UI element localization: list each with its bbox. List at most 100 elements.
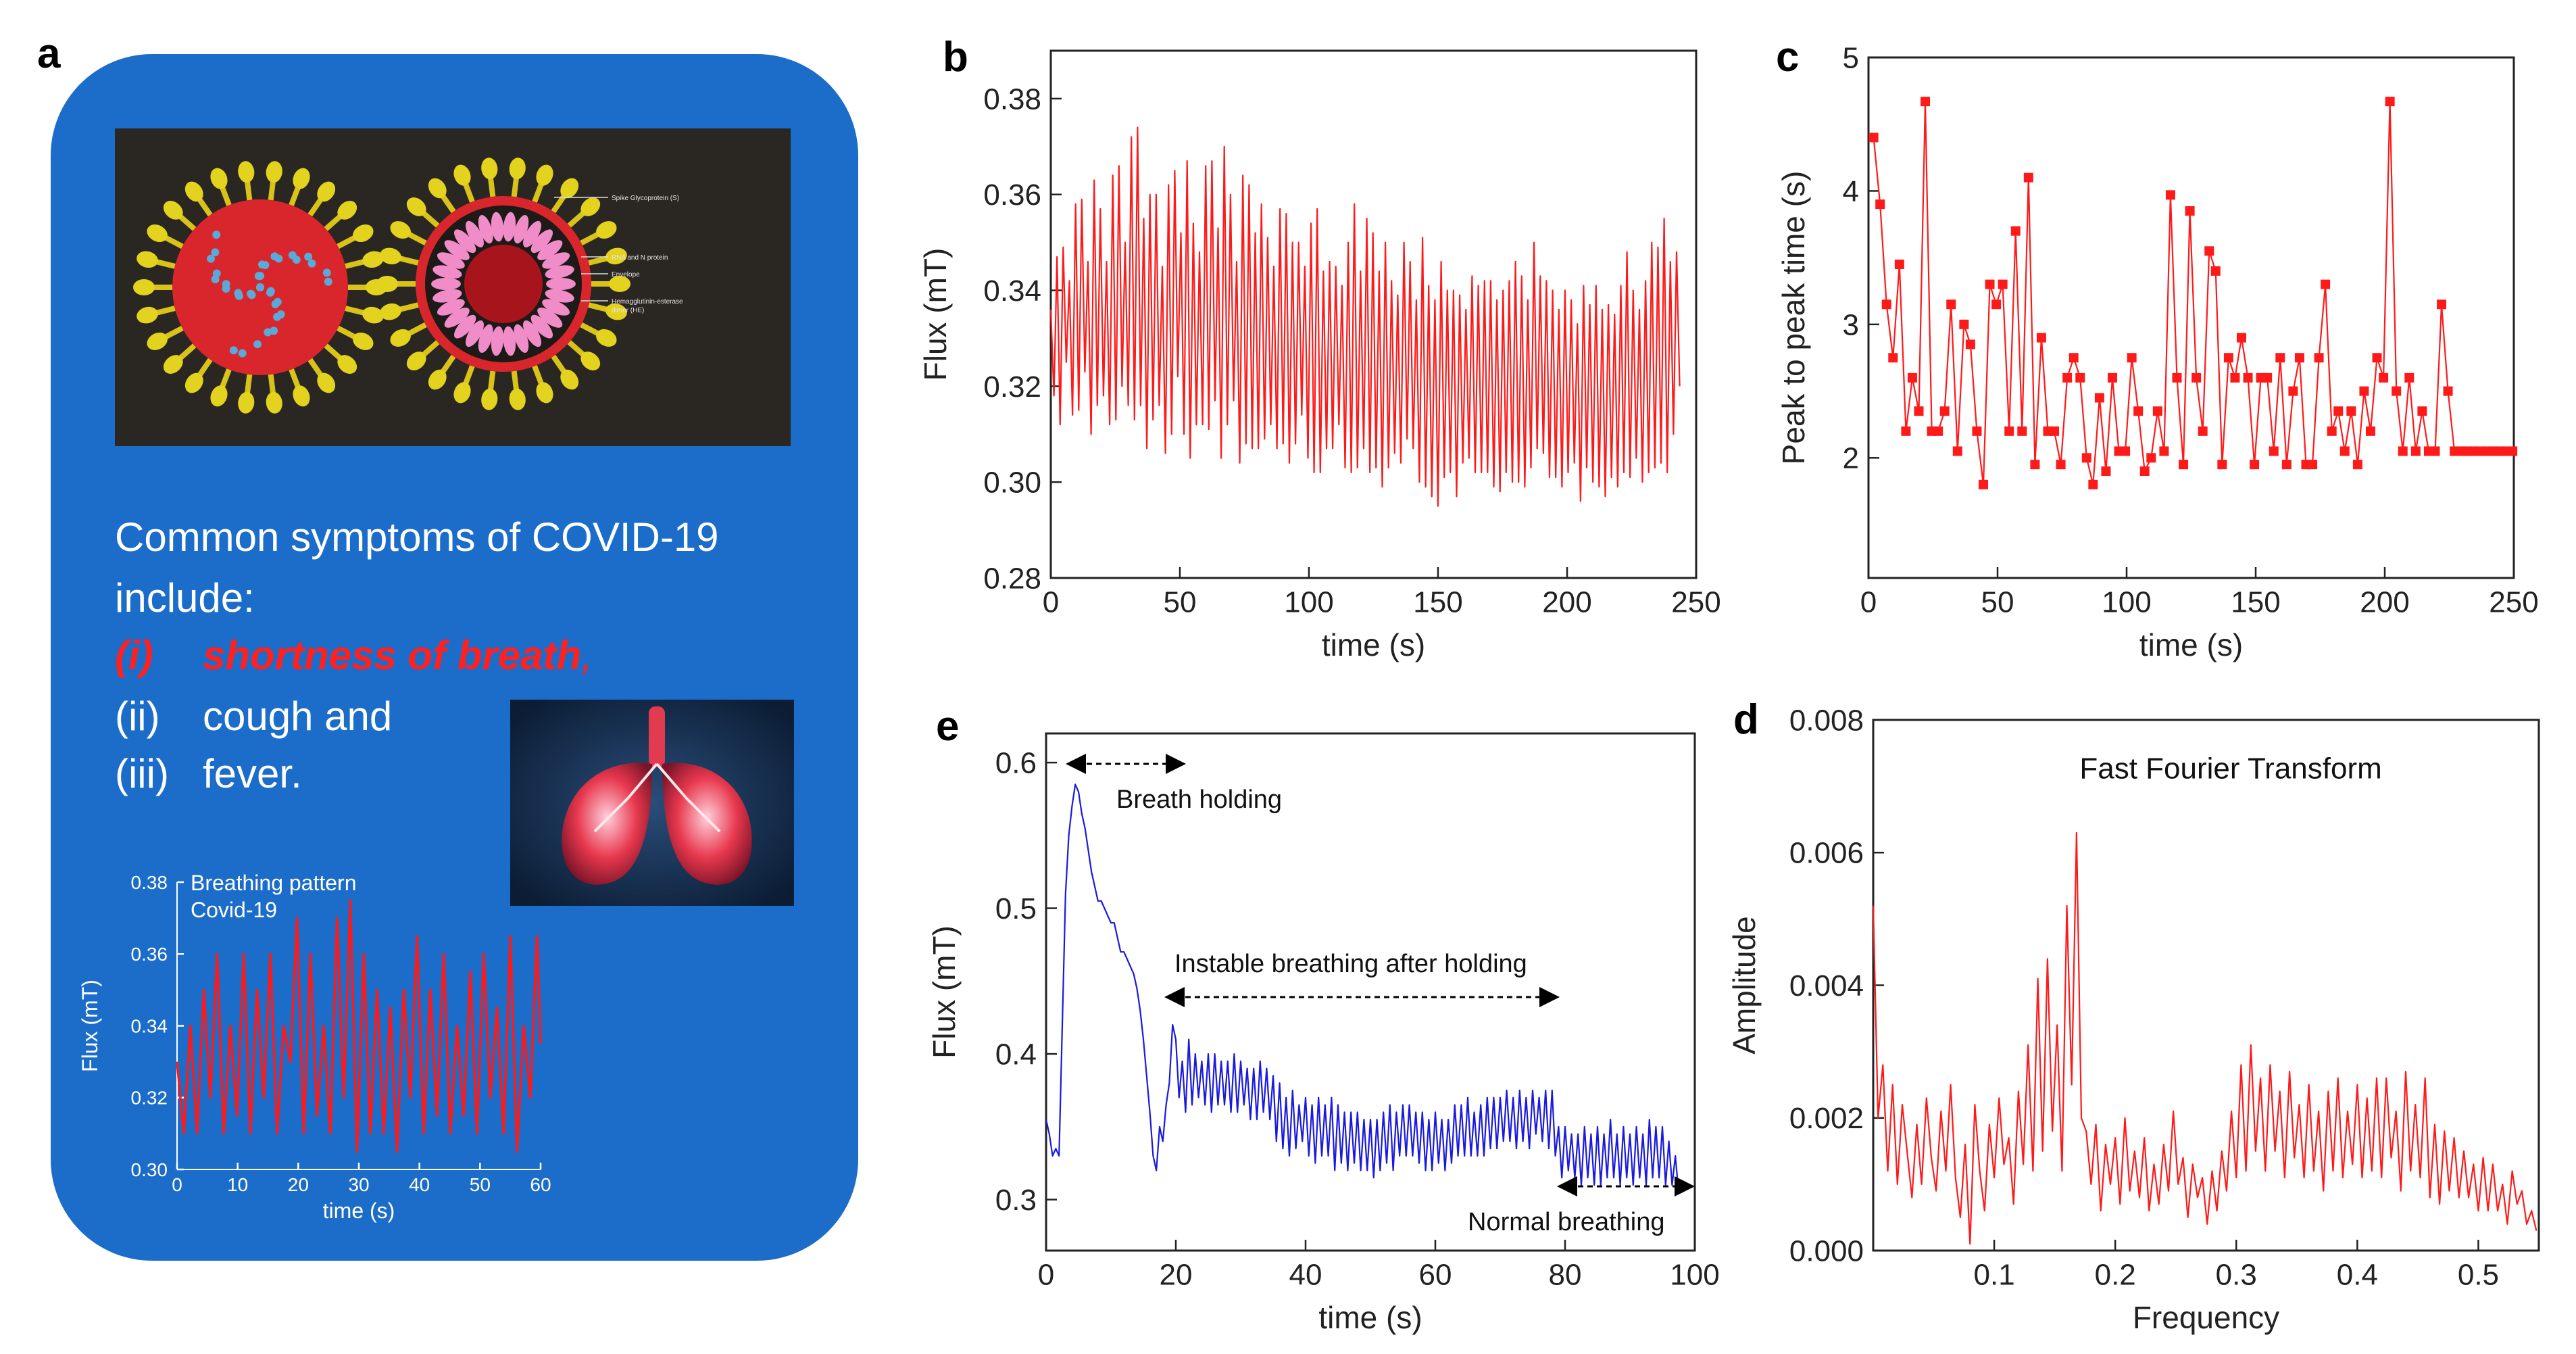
data-point xyxy=(1998,279,2008,289)
rna-protein xyxy=(466,220,484,247)
spike-head xyxy=(133,279,155,295)
spike-head xyxy=(353,332,374,350)
spike-head xyxy=(293,385,310,407)
symptoms-text: Common symptoms of COVID-19 include: (i)… xyxy=(115,514,719,796)
plot-frame xyxy=(1045,732,1696,1252)
data-point xyxy=(2107,372,2117,383)
y-axis-label: Flux (mT) xyxy=(78,980,102,1072)
data-point xyxy=(1978,479,1988,489)
x-tick-label: 0.2 xyxy=(2095,1259,2136,1292)
virus-callouts: Spike Glycoprotein (S) RNA and N protein… xyxy=(554,195,683,314)
x-tick-label: 30 xyxy=(348,1174,369,1195)
data-point xyxy=(1868,132,1879,143)
spike-head xyxy=(560,178,579,199)
y-tick-label: 0.3 xyxy=(995,1184,1037,1217)
inset-title: Breathing pattern xyxy=(191,871,357,895)
data-point xyxy=(1894,260,1904,270)
bronchi-icon xyxy=(593,763,721,833)
symptoms-line1: Common symptoms of COVID-19 xyxy=(115,514,719,560)
data-point xyxy=(1881,299,1891,310)
data-point xyxy=(2069,353,2079,363)
symptom-3-text: fever. xyxy=(203,751,302,796)
data-point xyxy=(2236,333,2246,343)
spike-head xyxy=(390,329,411,347)
spike-head xyxy=(293,168,310,189)
y-tick-label: 0.6 xyxy=(995,746,1037,779)
spike-head xyxy=(184,181,203,202)
spike-head xyxy=(596,329,617,347)
symptom-1-suffix: , xyxy=(581,633,593,678)
rna-protein xyxy=(542,299,570,316)
y-tick-label: 0.32 xyxy=(983,370,1041,404)
x-tick-label: 20 xyxy=(1160,1259,1193,1292)
inset-breathing-chart: 0.30 0.32 0.34 0.36 0.38 0 10 20 30 40 50 60 time (s… xyxy=(78,871,551,1223)
surface-protein xyxy=(261,261,270,270)
data-point xyxy=(1921,97,1931,107)
panel-letter-e: e xyxy=(936,703,959,750)
plot-frame xyxy=(1867,56,2515,579)
rna-protein xyxy=(545,289,574,303)
y-tick-label: 0.38 xyxy=(983,82,1041,116)
rna-protein xyxy=(530,229,553,253)
spike-head xyxy=(147,332,168,350)
spike-head xyxy=(163,201,183,220)
virus-cross-section-icon xyxy=(376,158,630,410)
rna-protein xyxy=(537,308,563,328)
x-tick-label: 250 xyxy=(1671,586,1720,619)
y-tick-label: 0.32 xyxy=(131,1088,168,1109)
chart-b-flux-vs-time: 0.28 0.30 0.32 0.34 0.36 0.38 0 50 100 150 200 250 t… xyxy=(918,34,1721,662)
symptom-3-number: (iii) xyxy=(115,751,169,796)
rna-protein xyxy=(546,278,576,290)
surface-protein xyxy=(256,283,264,291)
data-point xyxy=(2352,460,2362,470)
surface-protein xyxy=(271,300,280,309)
surface-protein xyxy=(324,277,332,286)
x-tick-label: 0 xyxy=(172,1174,182,1195)
virus-core xyxy=(464,245,543,323)
data-point xyxy=(2030,460,2040,470)
rna-protein xyxy=(491,212,504,242)
x-tick-label: 250 xyxy=(2489,586,2538,619)
spike-head xyxy=(406,197,426,216)
data-point xyxy=(2204,246,2214,256)
right-lung-icon xyxy=(662,763,752,885)
annotation-instable-breathing: Instable breathing after holding xyxy=(1174,950,1527,978)
data-point xyxy=(2392,386,2402,396)
data-point xyxy=(1939,406,1950,416)
spike-head xyxy=(428,369,447,390)
rna-protein xyxy=(437,252,465,269)
rna-protein xyxy=(514,215,529,244)
data-point xyxy=(2121,446,2131,456)
y-axis-label: Peak to peak time (s) xyxy=(1776,171,1811,465)
annotation-breath-holding: Breath holding xyxy=(1116,785,1282,814)
surface-protein xyxy=(307,259,316,268)
data-point xyxy=(2365,426,2375,436)
symptom-1-number: (i) xyxy=(115,633,153,678)
data-point xyxy=(2133,406,2144,416)
data-point xyxy=(1933,426,1943,436)
rna-protein xyxy=(444,308,470,328)
series-line xyxy=(1045,783,1682,1193)
spike-head xyxy=(560,369,579,390)
rna-protein xyxy=(453,314,476,339)
rna-protein xyxy=(437,299,465,316)
data-point xyxy=(2508,446,2518,456)
x-tick-label: 100 xyxy=(1670,1259,1719,1292)
series-line xyxy=(1872,831,2537,1245)
data-point xyxy=(2050,426,2060,436)
spike-head xyxy=(337,201,357,220)
data-point xyxy=(2127,353,2137,363)
y-tick-label: 0.4 xyxy=(995,1038,1037,1071)
rna-protein xyxy=(545,265,574,279)
spike-head xyxy=(390,221,411,239)
panel-e-annotations: Breath holding Instable breathing after … xyxy=(1066,754,1695,1236)
y-tick-label: 2 xyxy=(1843,442,1859,475)
rna-protein xyxy=(503,326,516,356)
x-tick-label: 0 xyxy=(1860,586,1877,619)
panel-letter-a: a xyxy=(37,30,61,77)
series-line xyxy=(1049,126,1681,507)
y-axis-label: Amplitude xyxy=(1727,916,1762,1055)
data-point xyxy=(2010,226,2021,236)
rna-protein xyxy=(478,215,493,244)
